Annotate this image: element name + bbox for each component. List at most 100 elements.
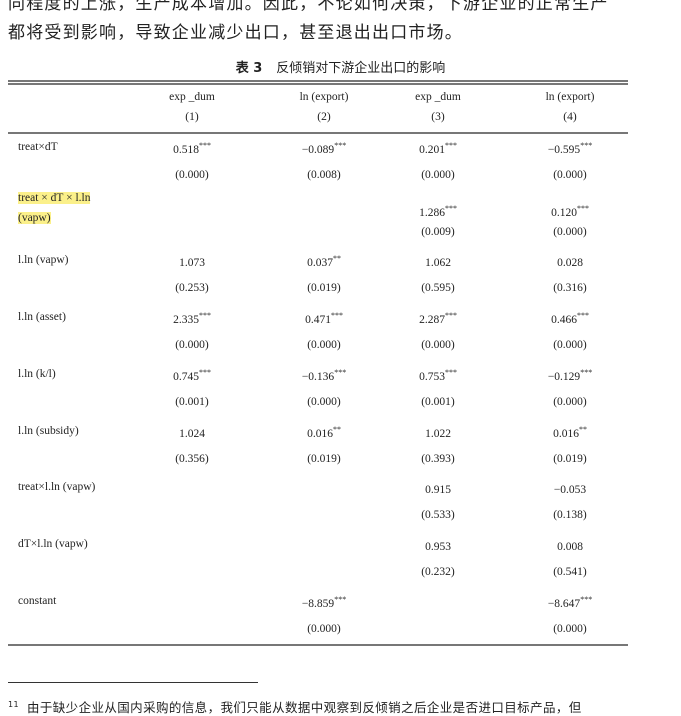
pvalue-cell: (0.000) [421,169,455,181]
coefficient-value: −8.647 [547,597,581,610]
table-row-coef: treat × dT × l.ln 1.286*** 0.120*** [0,191,681,219]
pvalue-cell: (0.000) [175,169,209,181]
pvalue-cell: (0.000) [307,622,341,635]
coefficient-value: 1.073 [179,257,205,270]
pvalue-cell: (0.595) [421,282,455,295]
coefficient-cell: 0.120*** [510,204,630,219]
table-top-rule [8,80,628,82]
row-label: l.ln (vapw) [18,254,69,267]
significance-stars: *** [334,141,347,150]
significance-stars: *** [580,594,593,604]
table-top-rule [8,83,628,85]
coefficient-value: 0.016 [307,427,333,440]
pvalue-cell: (0.000) [553,622,587,635]
coefficient-value: 0.466 [551,313,577,326]
significance-stars: *** [330,311,343,321]
pvalue-cell: (0.000) [175,339,209,352]
coefficient-value: 0.471 [305,313,331,326]
coefficient-cell: 0.201*** [378,141,498,156]
coefficient-value: 0.953 [425,540,451,553]
row-label: treat×l.ln (vapw) [18,481,96,494]
table-bottom-rule [8,644,628,646]
significance-stars: *** [444,311,457,321]
significance-stars: *** [198,367,211,377]
pvalue-cell: (0.541) [553,565,587,578]
coefficient-cell: −8.647*** [510,595,630,610]
coefficient-value: −0.089 [301,143,335,156]
coefficient-value: 1.022 [425,427,451,440]
coefficient-value: 2.287 [419,313,445,326]
coefficient-cell: 1.024 [132,425,252,439]
coefficient-value: −0.136 [301,370,335,383]
table-caption: 表 3 反倾销对下游企业出口的影响 [0,57,681,76]
coefficient-cell: 1.062 [378,254,498,269]
table-row-coef: l.ln (k/l) 0.745*** −0.136*** 0.753*** −0.12… [0,368,681,388]
coefficient-cell: 0.915 [378,481,498,496]
column-number: (4) [563,111,577,123]
column-header: exp _dum [169,91,215,103]
coefficient-cell: 0.016** [264,425,384,440]
coefficient-cell: 1.286*** [378,204,498,219]
significance-stars: *** [198,141,211,150]
coefficient-value: −0.053 [553,484,587,497]
significance-stars: ** [332,254,341,264]
table-row-coef: treat×l.ln (vapw) 0.915 −0.053 [0,481,681,501]
coefficient-cell: 0.518*** [132,141,252,156]
pvalue-cell: (0.000) [553,169,587,181]
coefficient-value: 0.037 [307,257,333,270]
coefficient-cell: 0.037** [264,254,384,269]
coefficient-cell: 1.022 [378,425,498,440]
body-paragraph-line: 都将受到影响，导致企业减少出口，甚至退出出口市场。 [8,23,463,43]
coefficient-value: −0.129 [547,370,581,383]
coefficient-cell: 0.753*** [378,368,498,383]
table-row-pvalue: (0.001) (0.000) (0.001) (0.000) [0,396,681,416]
pvalue-cell: (0.316) [553,282,587,295]
coefficient-value: 0.518 [173,143,199,156]
coefficient-value: 0.120 [551,206,577,219]
table-row-coef: treat×dT 0.518*** −0.089*** 0.201*** −0.595*… [0,141,681,161]
pvalue-cell: (0.356) [175,452,209,465]
pvalue-cell: (0.000) [307,339,341,352]
coefficient-cell: −0.129*** [510,368,630,383]
coefficient-cell: 0.008 [510,538,630,553]
footnote-mark: 11 [8,699,19,709]
pvalue-cell: (0.000) [553,225,587,238]
significance-stars: *** [444,141,457,150]
pvalue-cell: (0.000) [307,395,341,408]
row-label: treat×dT [18,141,58,153]
coefficient-value: 2.335 [173,313,199,326]
row-label: l.ln (subsidy) [18,424,79,437]
pvalue-cell: (0.019) [553,452,587,465]
pvalue-cell: (0.393) [421,452,455,465]
coefficient-cell: −8.859*** [264,595,384,610]
column-header: ln (export) [299,91,349,103]
column-number: (1) [185,111,199,123]
coefficient-cell: 2.335*** [132,311,252,326]
table-row-pvalue: (0.000) (0.000) (0.000) (0.000) [0,339,681,359]
pvalue-cell: (0.001) [175,395,209,408]
pvalue-cell: (0.253) [175,282,209,295]
table-number: 表 3 [235,61,263,76]
coefficient-cell: 0.953 [378,538,498,553]
coefficient-cell: 2.287*** [378,311,498,326]
row-label: dT×l.ln (vapw) [18,537,88,550]
coefficient-cell: −0.136*** [264,368,384,383]
coefficient-cell: −0.595*** [510,141,630,156]
row-label: treat × dT × l.ln [18,191,91,204]
coefficient-cell: −0.053 [510,481,630,496]
table-row-pvalue: (0.000) (0.008) (0.000) (0.000) [0,169,681,189]
coefficient-value: 0.008 [557,540,583,553]
table-row-coef: l.ln (vapw) 1.073 0.037** 1.062 0.028 [0,254,681,274]
table-header-rule [8,132,628,134]
coefficient-value: −8.859 [301,597,335,610]
significance-stars: *** [580,141,593,150]
significance-stars: ** [332,424,341,434]
coefficient-cell: −0.089*** [264,141,384,156]
table-header-row: exp _dum ln (export) exp _dum ln (export… [0,91,681,111]
table-row-coef: dT×l.ln (vapw) 0.953 0.008 [0,538,681,558]
pvalue-cell: (0.232) [421,565,455,578]
table-row-pvalue: (0.000) (0.000) [0,623,681,643]
coefficient-value: 0.028 [557,257,583,270]
table-header-row: (1) (2) (3) (4) [0,111,681,131]
footnote-separator [8,682,258,683]
